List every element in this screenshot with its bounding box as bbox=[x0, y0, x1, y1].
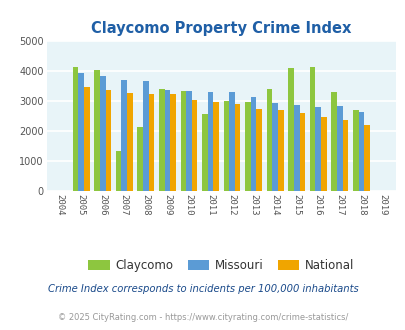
Bar bbox=[293, 105, 299, 191]
Bar bbox=[170, 94, 175, 191]
Bar bbox=[250, 97, 256, 191]
Bar bbox=[256, 109, 261, 191]
Bar bbox=[121, 80, 127, 191]
Legend: Claycomo, Missouri, National: Claycomo, Missouri, National bbox=[83, 254, 358, 277]
Bar bbox=[352, 110, 358, 191]
Bar bbox=[143, 82, 148, 191]
Bar bbox=[288, 68, 293, 191]
Bar bbox=[159, 89, 164, 191]
Bar bbox=[229, 92, 234, 191]
Bar bbox=[94, 70, 100, 191]
Text: © 2025 CityRating.com - https://www.cityrating.com/crime-statistics/: © 2025 CityRating.com - https://www.city… bbox=[58, 313, 347, 322]
Bar bbox=[342, 120, 347, 191]
Bar bbox=[100, 76, 105, 191]
Text: Crime Index corresponds to incidents per 100,000 inhabitants: Crime Index corresponds to incidents per… bbox=[47, 284, 358, 294]
Bar bbox=[234, 104, 240, 191]
Bar bbox=[127, 93, 132, 191]
Bar bbox=[277, 110, 283, 191]
Bar bbox=[272, 103, 277, 191]
Bar bbox=[137, 126, 143, 191]
Bar bbox=[266, 89, 272, 191]
Title: Claycomo Property Crime Index: Claycomo Property Crime Index bbox=[91, 21, 351, 36]
Bar bbox=[84, 87, 90, 191]
Bar bbox=[207, 92, 213, 191]
Bar bbox=[213, 102, 218, 191]
Bar bbox=[105, 90, 111, 191]
Bar bbox=[320, 116, 326, 191]
Bar bbox=[115, 151, 121, 191]
Bar bbox=[78, 73, 84, 191]
Bar bbox=[363, 125, 369, 191]
Bar bbox=[358, 112, 363, 191]
Bar bbox=[223, 101, 229, 191]
Bar bbox=[72, 67, 78, 191]
Bar bbox=[185, 91, 191, 191]
Bar bbox=[180, 91, 185, 191]
Bar bbox=[315, 107, 320, 191]
Bar bbox=[336, 106, 342, 191]
Bar bbox=[245, 102, 250, 191]
Bar bbox=[191, 100, 197, 191]
Bar bbox=[330, 92, 336, 191]
Bar bbox=[148, 94, 154, 191]
Bar bbox=[299, 113, 305, 191]
Bar bbox=[309, 67, 315, 191]
Bar bbox=[164, 90, 170, 191]
Bar bbox=[202, 114, 207, 191]
